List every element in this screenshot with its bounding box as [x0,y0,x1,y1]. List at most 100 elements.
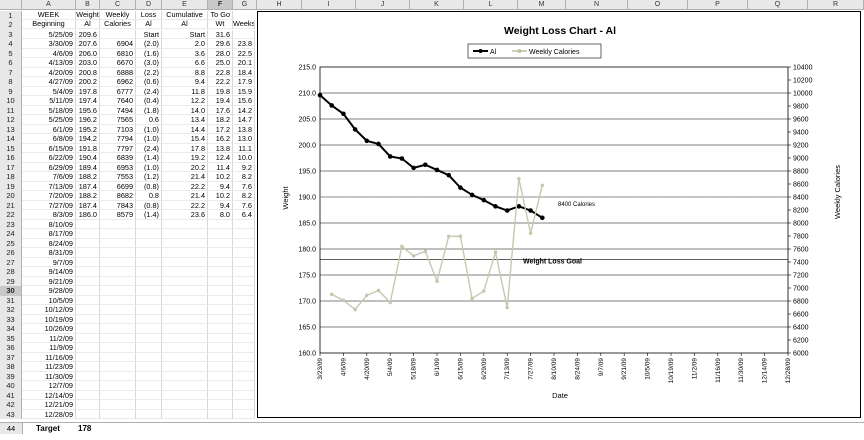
loss-cell[interactable]: (2.0) [136,39,162,49]
column-header-r[interactable]: R [808,0,864,10]
to-go-weeks-cell[interactable]: 10.0 [233,153,255,163]
weight-cell[interactable] [76,286,100,296]
row-header-7[interactable]: 7 [0,67,22,77]
row-header-27[interactable]: 27 [0,257,22,267]
cumulative-cell[interactable]: 22.2 [162,181,208,191]
to-go-weeks-cell[interactable]: 15.6 [233,96,255,106]
cumulative-cell[interactable] [162,371,208,381]
to-go-weeks-cell[interactable] [233,229,255,239]
week-header-line2[interactable]: Beginning [22,20,76,29]
week-cell[interactable]: 6/22/09 [22,153,76,163]
weight-cell[interactable]: 196.2 [76,115,100,125]
weight-cell[interactable]: 188.2 [76,191,100,201]
cumulative-cell[interactable] [162,333,208,343]
cumulative-cell[interactable]: 2.0 [162,39,208,49]
loss-cell[interactable] [136,238,162,248]
to-go-wt-cell[interactable]: 9.4 [208,200,233,210]
to-go-weeks-cell[interactable]: 9.2 [233,162,255,172]
calories-cell[interactable] [100,276,136,286]
to-go-header-line1[interactable]: To Go [208,11,233,20]
row-header-43[interactable]: 43 [0,409,22,419]
week-cell[interactable]: 5/18/09 [22,105,76,115]
to-go-wt-cell[interactable]: 22.2 [208,77,233,87]
row-header-20[interactable]: 20 [0,191,22,201]
cumulative-cell[interactable]: 15.4 [162,134,208,144]
cumulative-cell[interactable] [162,324,208,334]
cumulative-cell[interactable] [162,229,208,239]
loss-cell[interactable] [136,229,162,239]
weight-loss-chart[interactable]: Weight Loss Chart - Al Al Weekly Calorie… [257,11,861,418]
cumulative-cell[interactable] [162,238,208,248]
loss-cell[interactable] [136,248,162,258]
calories-cell[interactable] [100,400,136,410]
row-header-11[interactable]: 11 [0,105,22,115]
row-header-39[interactable]: 39 [0,371,22,381]
select-all-corner[interactable] [0,0,22,10]
target-value[interactable]: 178 [78,424,92,433]
to-go-weeks-cell[interactable]: 13.0 [233,134,255,144]
row-header-37[interactable]: 37 [0,352,22,362]
cumulative-header-line1[interactable]: Cumulative [162,11,208,20]
loss-cell[interactable]: (0.8) [136,181,162,191]
week-cell[interactable]: 4/6/09 [22,48,76,58]
to-go-wt-cell[interactable] [208,324,233,334]
loss-cell[interactable] [136,352,162,362]
cumulative-cell[interactable]: 11.8 [162,86,208,96]
to-go-weeks-cell[interactable] [233,333,255,343]
to-go-wt-cell[interactable] [208,371,233,381]
cumulative-cell[interactable]: 12.2 [162,96,208,106]
calories-cell[interactable] [100,248,136,258]
week-cell[interactable]: 6/1/09 [22,124,76,134]
weight-cell[interactable] [76,295,100,305]
calories-cell[interactable] [100,314,136,324]
to-go-wt-cell[interactable]: 18.2 [208,115,233,125]
calories-cell[interactable] [100,343,136,353]
to-go-weeks-cell[interactable]: 17.9 [233,77,255,87]
loss-cell[interactable]: (2.4) [136,86,162,96]
weight-header-line2[interactable]: Al [76,20,100,29]
cumulative-header-line2[interactable]: Al [162,20,208,29]
cumulative-cell[interactable] [162,219,208,229]
row-header-29[interactable]: 29 [0,276,22,286]
row-header-19[interactable]: 19 [0,181,22,191]
weight-cell[interactable] [76,333,100,343]
to-go-weeks-cell[interactable]: 8.2 [233,191,255,201]
cumulative-cell[interactable] [162,343,208,353]
calories-cell[interactable]: 6777 [100,86,136,96]
week-cell[interactable]: 8/10/09 [22,219,76,229]
row-header-30[interactable]: 30 [0,286,22,296]
row-header-13[interactable]: 13 [0,124,22,134]
calories-cell[interactable]: 6962 [100,77,136,87]
calories-cell[interactable]: 7640 [100,96,136,106]
week-cell[interactable]: 8/3/09 [22,210,76,220]
week-cell[interactable]: 5/25/09 [22,29,76,39]
to-go-wt-cell[interactable] [208,276,233,286]
row-header-24[interactable]: 24 [0,229,22,239]
to-go-wt-cell[interactable]: 19.8 [208,86,233,96]
week-cell[interactable]: 5/11/09 [22,96,76,106]
weight-cell[interactable] [76,362,100,372]
calories-cell[interactable]: 7843 [100,200,136,210]
weight-cell[interactable] [76,305,100,315]
row-header-16[interactable]: 16 [0,153,22,163]
row-header-1[interactable]: 1 [0,10,22,20]
row-header-14[interactable]: 14 [0,134,22,144]
loss-cell[interactable] [136,400,162,410]
to-go-weeks-cell[interactable] [233,362,255,372]
week-cell[interactable]: 9/7/09 [22,257,76,267]
week-cell[interactable]: 8/17/09 [22,229,76,239]
to-go-wt-cell[interactable] [208,400,233,410]
weight-cell[interactable]: 203.0 [76,58,100,68]
weight-cell[interactable]: 200.2 [76,77,100,87]
loss-cell[interactable]: Start [136,29,162,39]
to-go-weeks-cell[interactable] [233,248,255,258]
week-cell[interactable]: 4/27/09 [22,77,76,87]
to-go-weeks-cell[interactable] [233,219,255,229]
loss-cell[interactable] [136,257,162,267]
week-cell[interactable]: 7/6/09 [22,172,76,182]
to-go-weeks-cell[interactable] [233,238,255,248]
to-go-weeks-cell[interactable] [233,305,255,315]
cumulative-cell[interactable] [162,390,208,400]
weight-cell[interactable]: 187.4 [76,181,100,191]
cumulative-cell[interactable]: 19.2 [162,153,208,163]
